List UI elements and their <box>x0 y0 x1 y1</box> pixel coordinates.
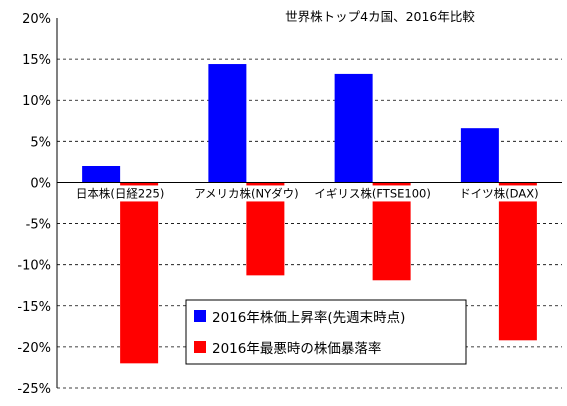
legend-swatch-rise <box>194 310 206 322</box>
bar-drop <box>120 182 158 363</box>
bar-rise <box>335 74 373 183</box>
y-tick-label: 15% <box>22 53 51 68</box>
y-tick-label: 5% <box>30 135 51 150</box>
y-tick-labels: 20% 15% 10% 5% 0% -5% -10% -15% -20% -25% <box>17 12 51 397</box>
y-tick-label: -20% <box>17 341 51 356</box>
y-tick-label: -15% <box>17 300 51 315</box>
y-tick-label: 20% <box>22 12 51 27</box>
chart-title: 世界株トップ4カ国、2016年比較 <box>285 9 475 24</box>
legend-label-drop: 2016年最悪時の株価暴落率 <box>212 340 381 357</box>
category-label: 日本株(日経225) <box>76 186 164 200</box>
y-tick-label: 0% <box>30 176 51 191</box>
bar-rise <box>461 128 499 182</box>
category-label: アメリカ株(NYダウ) <box>194 186 299 200</box>
category-label: ドイツ株(DAX) <box>459 186 538 200</box>
category-label: イギリス株(FTSE100) <box>314 186 430 200</box>
legend-label-rise: 2016年株価上昇率(先週末時点) <box>212 309 405 326</box>
y-tick-label: -10% <box>17 259 51 274</box>
legend: 2016年株価上昇率(先週末時点) 2016年最悪時の株価暴落率 <box>186 300 466 364</box>
y-tick-label: -5% <box>26 218 51 233</box>
bar-rise <box>82 166 120 182</box>
bar-drop <box>499 182 537 340</box>
y-tick-label: 10% <box>22 94 51 109</box>
y-tick-label: -25% <box>17 382 51 397</box>
bar-rise <box>208 64 246 182</box>
legend-swatch-drop <box>194 341 206 353</box>
